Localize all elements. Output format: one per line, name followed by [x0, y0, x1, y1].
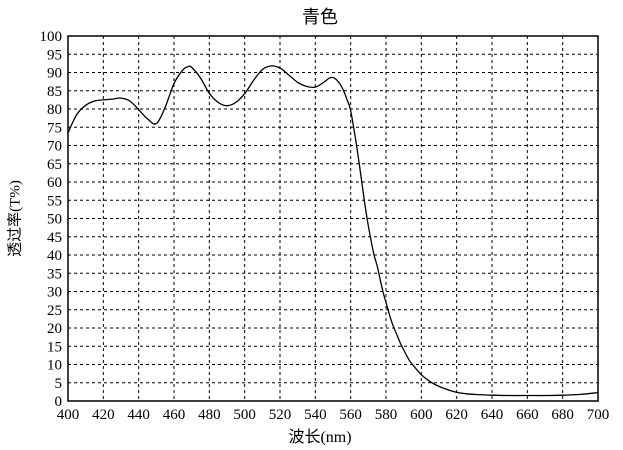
y-tick-label: 80	[47, 102, 62, 118]
y-tick-label: 85	[47, 84, 62, 100]
y-tick-label: 35	[47, 266, 62, 282]
y-tick-label: 70	[47, 139, 62, 155]
y-tick-label: 60	[47, 175, 62, 191]
y-tick-label: 20	[47, 321, 62, 337]
y-tick-label: 0	[55, 394, 63, 410]
y-tick-label: 15	[47, 339, 62, 355]
x-tick-label: 700	[587, 407, 610, 423]
x-tick-label: 400	[57, 407, 80, 423]
x-tick-label: 520	[269, 407, 292, 423]
y-tick-label: 95	[47, 47, 62, 63]
y-tick-label: 55	[47, 193, 62, 209]
plot-border	[67, 35, 599, 402]
x-tick-label: 680	[551, 407, 574, 423]
transmittance-curve	[67, 65, 599, 397]
x-tick-label: 600	[410, 407, 433, 423]
x-tick-label: 660	[516, 407, 539, 423]
y-tick-label: 25	[47, 303, 62, 319]
y-tick-label: 30	[47, 285, 62, 301]
x-tick-label: 460	[163, 407, 186, 423]
y-axis-title: 透过率(T%)	[7, 180, 24, 257]
chart-title: 青色	[302, 7, 338, 27]
x-tick-label: 420	[92, 407, 115, 423]
x-axis-title: 波长(nm)	[288, 429, 352, 446]
x-tick-label: 640	[481, 407, 504, 423]
y-tick-label: 5	[55, 376, 63, 392]
x-tick-label: 480	[198, 407, 221, 423]
y-tick-label: 50	[47, 212, 62, 228]
y-tick-label: 45	[47, 230, 62, 246]
y-tick-label: 90	[47, 66, 62, 82]
x-tick-label: 560	[339, 407, 362, 423]
x-tick-label: 540	[304, 407, 327, 423]
y-tick-label: 40	[47, 248, 62, 264]
y-tick-label: 10	[47, 358, 62, 374]
x-tick-label: 620	[445, 407, 468, 423]
y-tick-label: 100	[40, 29, 63, 45]
y-tick-label: 75	[47, 120, 62, 136]
x-tick-label: 440	[127, 407, 150, 423]
y-tick-label: 65	[47, 157, 62, 173]
x-tick-label: 580	[375, 407, 398, 423]
x-tick-label: 500	[233, 407, 256, 423]
